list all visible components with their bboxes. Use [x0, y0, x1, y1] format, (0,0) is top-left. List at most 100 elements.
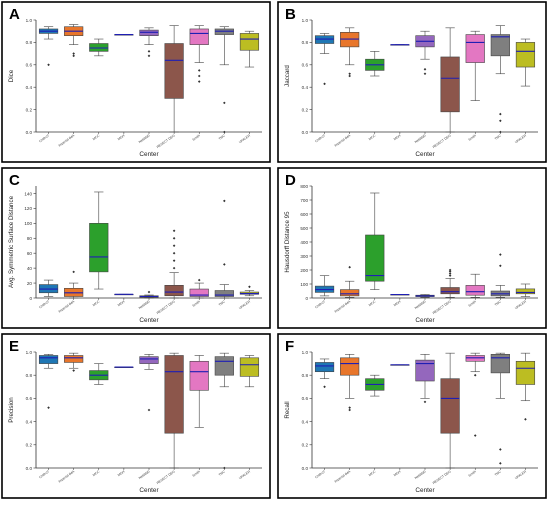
y-tick-label: 800	[300, 184, 308, 189]
panel-letter: A	[9, 6, 20, 23]
y-axis-label: Recall	[284, 401, 291, 418]
box-iqr	[490, 354, 510, 374]
x-tick-label: MCC	[368, 299, 377, 307]
y-tick-label: 300	[300, 254, 308, 259]
box-iqr	[64, 355, 84, 363]
panel-frame	[1, 167, 271, 329]
box-mcc: MCC	[365, 51, 385, 141]
panel-letter: B	[285, 6, 296, 23]
box-smith: Smith	[189, 355, 209, 478]
outlier-point	[197, 80, 201, 83]
y-tick-label: 20	[27, 281, 33, 286]
y-axis-label: Jaccard	[284, 65, 291, 87]
y-tick-label: 0.6	[26, 63, 33, 68]
box-iqr	[490, 34, 510, 57]
panel-letter: F	[285, 338, 294, 355]
y-tick-label: 0.0	[26, 466, 33, 471]
x-tick-label: MGH	[117, 469, 126, 477]
outlier-point	[348, 408, 351, 412]
box-iqr	[340, 357, 360, 376]
outlier-point	[172, 266, 176, 270]
box-chrut: CHRUT	[38, 354, 59, 479]
box-iqr	[239, 357, 260, 377]
x-tick-label: CHRUT	[314, 300, 326, 310]
box-iqr	[239, 33, 260, 51]
x-tick-label: Smith	[468, 469, 477, 477]
outlier-point	[147, 408, 151, 412]
box-iqr	[415, 359, 435, 382]
x-tick-label: MCC	[368, 133, 377, 141]
y-tick-label: 60	[27, 251, 33, 256]
y-tick-label: 0.6	[302, 396, 309, 401]
box-smith: Smith	[189, 278, 209, 308]
box-upaler: UPALER	[514, 283, 536, 310]
y-tick-label: 40	[27, 266, 33, 271]
box-nemind: NeMIND	[138, 354, 159, 480]
box-mgh: MGH	[114, 293, 134, 307]
box-iqr	[465, 34, 485, 63]
x-tick-label: MGH	[393, 133, 402, 141]
box-upaler: UPALER	[238, 285, 260, 310]
x-tick-label: TMC	[494, 133, 503, 141]
outlier-point	[197, 69, 201, 72]
box-iqr	[89, 43, 109, 52]
box-iqr	[164, 285, 184, 297]
box-mgh: MGH	[390, 364, 410, 477]
outlier-point	[72, 54, 75, 58]
box-mgh: MGH	[114, 34, 134, 141]
x-tick-label: CHRUT	[38, 300, 50, 310]
x-tick-label: NeMIND	[414, 133, 427, 144]
outlier-point	[499, 253, 502, 256]
x-tick-label: MGH	[393, 469, 402, 477]
outlier-point	[448, 272, 452, 275]
outlier-point	[47, 406, 50, 409]
box-nemind: NeMIND	[138, 290, 159, 310]
y-tick-label: 1.0	[302, 18, 309, 23]
box-iqr	[465, 355, 485, 362]
x-tick-label: TMC	[218, 469, 227, 477]
box-iqr	[189, 360, 209, 391]
y-tick-label: 80	[27, 236, 33, 241]
outlier-point	[499, 130, 502, 134]
outlier-point	[197, 74, 201, 78]
box-upaler: UPALER	[514, 38, 536, 144]
y-tick-label: 100	[24, 221, 32, 226]
outlier-point	[473, 373, 477, 377]
box-iqr	[214, 28, 234, 35]
y-tick-label: 100	[300, 282, 308, 287]
x-tick-label: UPALER	[238, 469, 251, 480]
chart-panel-c: C 0 20 40 60 80 100 120 140 Avg. Symmetric Surfac…	[1, 167, 271, 329]
box-upaler: UPALER	[238, 30, 260, 144]
y-tick-label: 400	[300, 240, 308, 245]
box-mgh: MGH	[390, 293, 410, 307]
x-axis-label: Center	[415, 151, 435, 158]
box-chrut: CHRUT	[314, 275, 335, 310]
box-nemind: NeMIND	[414, 30, 435, 144]
box-tmc: TMC	[214, 199, 234, 307]
y-tick-label: 0.6	[302, 63, 309, 68]
y-tick-label: 1.0	[26, 350, 33, 355]
box-smith: Smith	[465, 30, 485, 142]
x-tick-label: Smith	[192, 133, 201, 141]
x-tick-label: MGH	[393, 299, 402, 307]
outlier-point	[47, 63, 50, 67]
box-iqr	[38, 355, 59, 364]
outlier-point	[423, 67, 427, 71]
x-tick-label: MCC	[92, 133, 101, 141]
x-tick-label: MCC	[368, 469, 377, 477]
y-tick-label: 1.0	[302, 350, 309, 355]
box-iqr	[189, 28, 209, 45]
x-tick-label: TMC	[218, 133, 227, 141]
box-iqr	[440, 56, 460, 113]
outlier-point	[72, 270, 75, 274]
x-tick-label: NeMIND	[138, 469, 151, 480]
outlier-point	[147, 290, 151, 294]
box-upaler: UPALER	[514, 352, 536, 480]
box-chrut: CHRUT	[38, 26, 59, 143]
box-upaler: UPALER	[238, 355, 260, 480]
x-tick-label: UPALER	[514, 469, 527, 480]
box-nemind: NeMIND	[414, 294, 435, 310]
y-tick-label: 0.2	[26, 443, 33, 448]
